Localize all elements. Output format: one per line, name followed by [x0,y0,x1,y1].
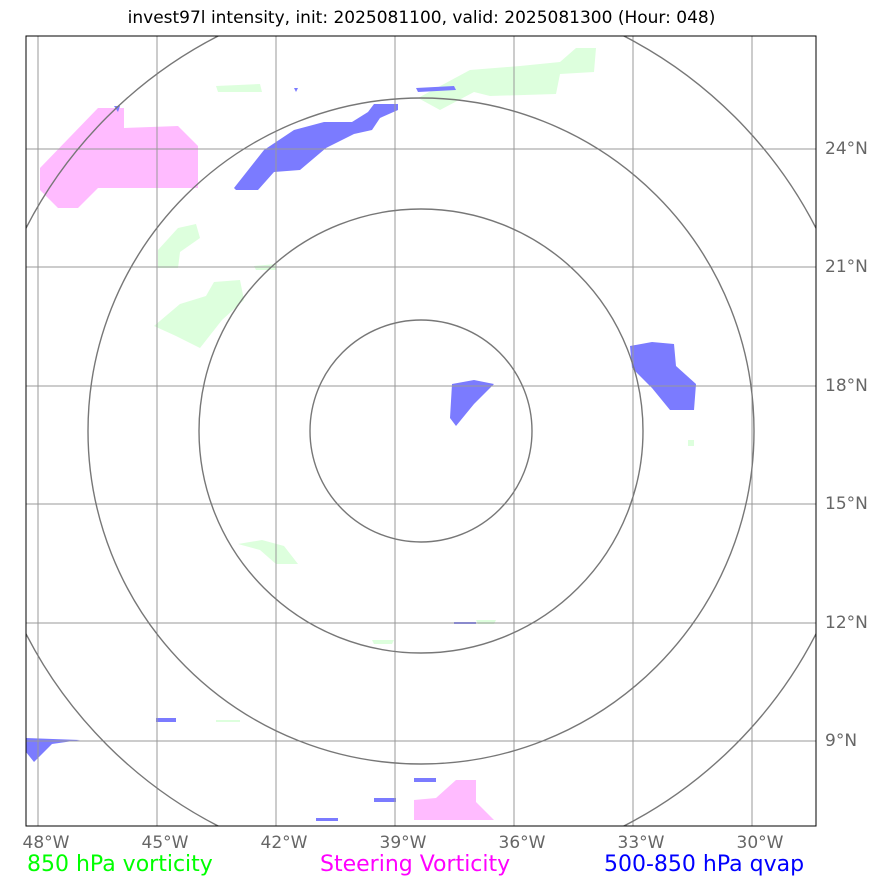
qvap-patch [630,342,696,410]
plot-title: invest97l intensity, init: 2025081100, v… [127,8,716,28]
qvap-patch [114,106,120,112]
lon-tick-label: 30°W [736,833,784,853]
vorticity-patches [154,48,694,722]
qvap-patch [294,88,298,92]
lon-tick-label: 36°W [498,833,546,853]
map-frame [25,35,817,827]
graticule [26,36,816,826]
lat-tick-label: 21°N [825,257,868,277]
lat-tick-label: 18°N [825,376,868,396]
lon-tick-label: 45°W [141,833,189,853]
qvap-patches [26,86,696,821]
vorticity-patch [418,48,596,110]
vorticity-patch [216,84,262,92]
steering-vorticity-patches [40,108,494,820]
range-ring [87,97,755,765]
vorticity-patch [688,440,694,446]
range-ring [198,208,644,654]
qvap-patch [234,104,398,190]
lon-tick-label: 39°W [379,833,427,853]
lat-tick-label: 24°N [825,139,868,159]
qvap-patch [414,778,436,782]
legend-qvap: 500-850 hPa qvap [604,852,805,877]
qvap-patch [316,818,338,821]
lat-tick-label: 15°N [825,494,868,514]
lon-tick-label: 33°W [617,833,665,853]
qvap-patch [26,738,80,762]
vorticity-patch [238,540,298,564]
vorticity-patch [154,280,244,348]
qvap-patch [416,86,456,92]
steering-patch [414,780,494,820]
lat-tick-label: 12°N [825,613,868,633]
vorticity-patch [372,640,394,644]
lon-tick-label: 42°W [260,833,308,853]
range-rings [26,36,816,826]
vorticity-patch [216,720,240,722]
steering-patch [40,108,198,208]
legend-steering-vorticity: Steering Vorticity [320,852,511,877]
range-ring [309,319,533,543]
vorticity-patch [158,224,200,268]
lat-tick-label: 9°N [825,731,858,751]
qvap-patch [450,380,494,426]
legend-850-vorticity: 850 hPa vorticity [27,852,213,877]
qvap-patch [374,798,396,802]
lon-tick-label: 48°W [22,833,70,853]
qvap-patch [156,718,176,722]
